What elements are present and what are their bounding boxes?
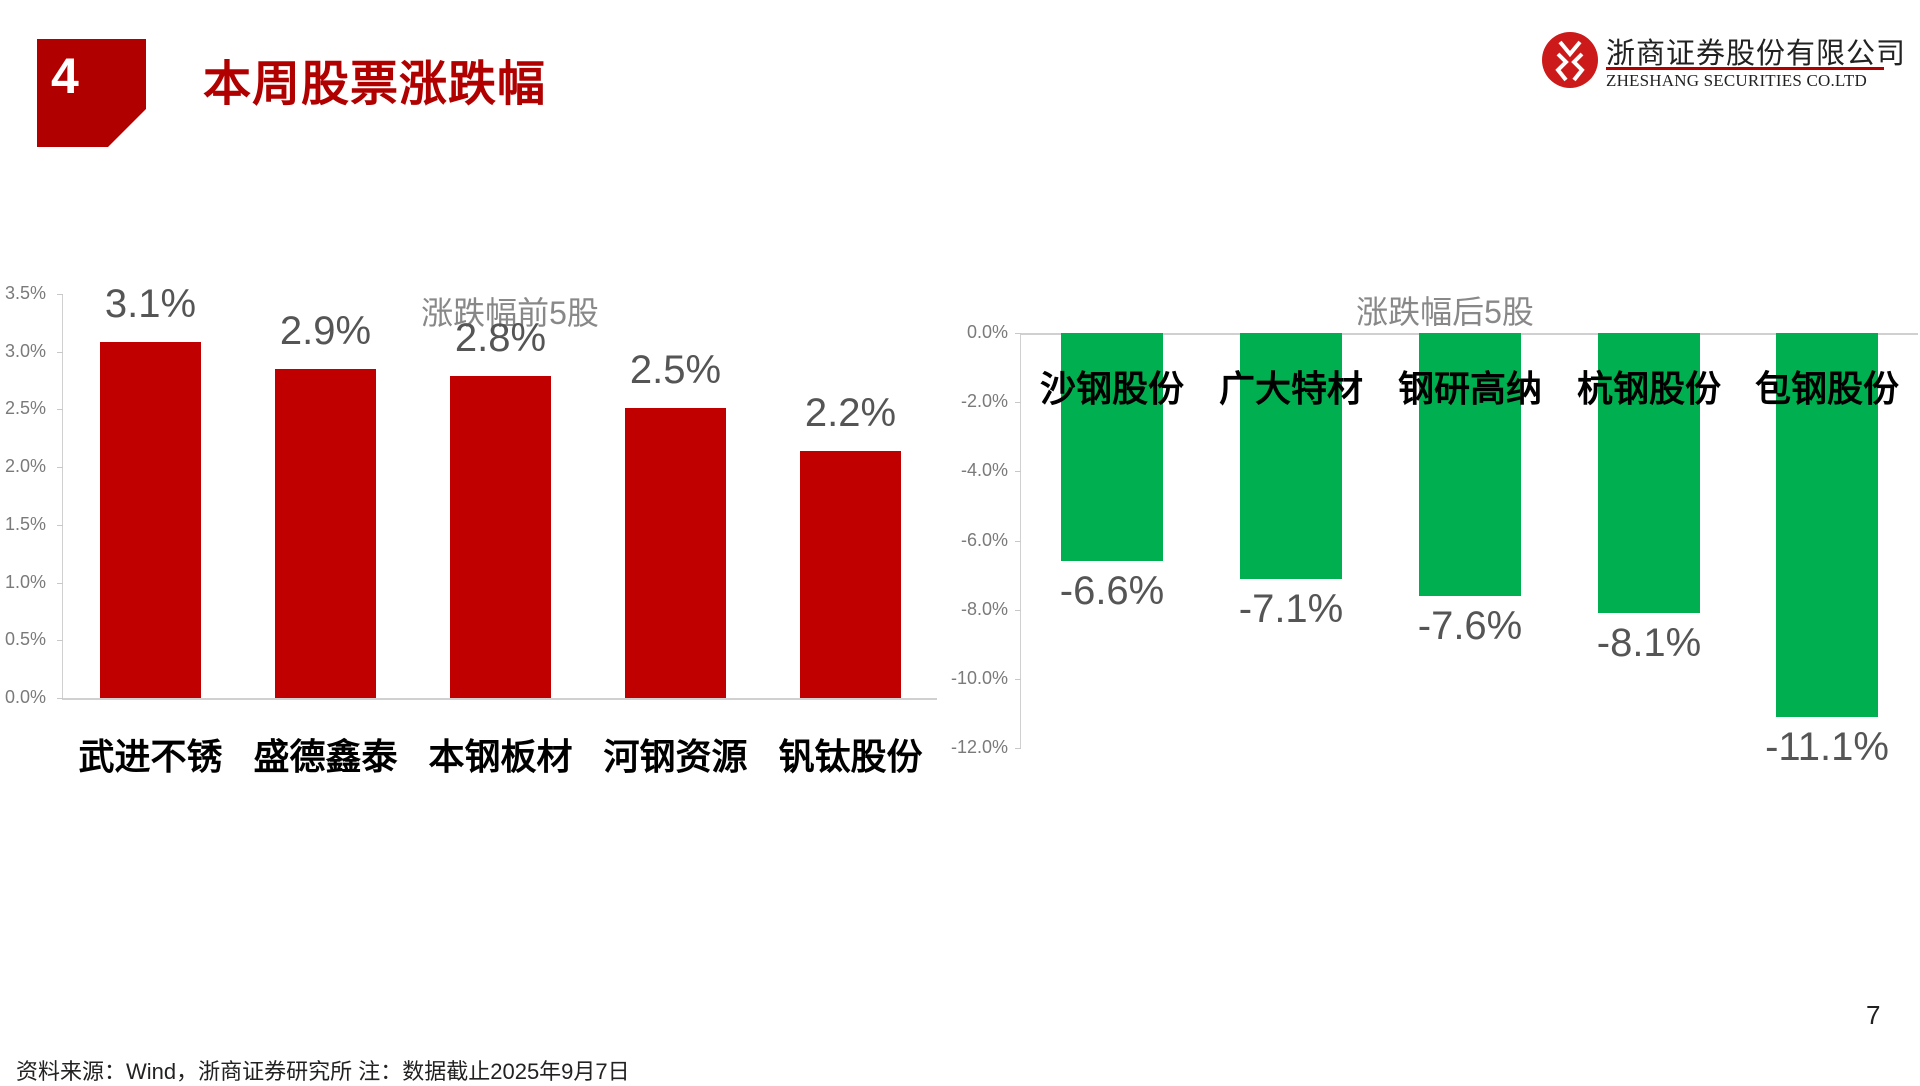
bar-gain <box>450 375 551 698</box>
category-label: 广大特材 <box>1218 368 1363 410</box>
section-badge: 4 <box>37 39 146 147</box>
logo-divider <box>1606 67 1884 70</box>
data-label: -7.1% <box>1238 586 1344 631</box>
bar-gain <box>275 369 376 698</box>
y-tick-label: 0.0% <box>4 687 46 707</box>
y-tick <box>1015 333 1021 334</box>
data-label: 2.5% <box>629 348 722 393</box>
logo-name-cn: 浙商证券股份有限公司 <box>1606 36 1907 70</box>
section-badge-shape <box>37 39 146 147</box>
y-tick <box>57 467 63 469</box>
y-tick <box>1015 402 1021 404</box>
top5-chart: 涨跌幅前5股 3.5% 3.0% 2.5% 2.0% 1.5% 1.0% 0.5% 0.0% … <box>0 0 960 800</box>
y-tick-label: 3.0% <box>4 340 46 361</box>
y-tick <box>57 640 63 642</box>
y-tick <box>57 582 63 584</box>
data-label: 2.9% <box>279 309 372 354</box>
y-tick <box>57 698 63 699</box>
page-title: 本周股票涨跌幅 <box>203 58 547 111</box>
bar-loss <box>1240 333 1342 579</box>
category-label: 杭钢股份 <box>1576 368 1721 410</box>
data-label: 2.8% <box>454 315 547 360</box>
page-number: 7 <box>1866 1000 1881 1030</box>
section-number: 4 <box>51 48 79 104</box>
data-label: -11.1% <box>1765 724 1889 769</box>
y-tick <box>1015 471 1021 473</box>
y-tick-label: 0.0% <box>966 322 1008 342</box>
bar-loss <box>1776 333 1878 717</box>
bar-loss <box>1598 333 1700 614</box>
source-note: 资料来源：Wind，浙商证券研究所 注：数据截止2025年9月7日 <box>16 1059 630 1084</box>
y-axis <box>62 294 63 698</box>
category-label: 沙钢股份 <box>1039 368 1184 410</box>
data-label: -6.6% <box>1059 569 1165 614</box>
category-label: 盛德鑫泰 <box>253 736 398 778</box>
data-label: -7.6% <box>1417 603 1523 648</box>
category-label: 包钢股份 <box>1754 368 1899 410</box>
y-tick-label: 1.0% <box>4 571 46 592</box>
bar-gain <box>100 342 201 698</box>
y-tick-label: 2.5% <box>4 398 46 419</box>
category-label: 钒钛股份 <box>778 736 923 778</box>
zheshang-logo-icon <box>1542 32 1598 88</box>
y-tick-label: -10.0% <box>950 667 1008 688</box>
category-label: 河钢资源 <box>603 736 748 778</box>
y-tick <box>57 524 63 526</box>
y-tick <box>1015 748 1021 749</box>
y-tick-label: -4.0% <box>960 460 1008 481</box>
bar-gain <box>625 408 726 698</box>
data-label: 2.2% <box>804 390 897 435</box>
y-tick <box>1015 540 1021 542</box>
y-tick <box>1015 609 1021 611</box>
y-tick-label: 3.5% <box>4 283 46 303</box>
y-tick <box>57 409 63 411</box>
y-tick-label: -6.0% <box>960 529 1008 550</box>
y-tick-label: -2.0% <box>960 391 1008 412</box>
y-tick <box>1015 678 1021 680</box>
y-tick <box>57 294 63 295</box>
chart-title: 涨跌幅前5股 <box>421 295 599 331</box>
bar-loss <box>1419 333 1521 596</box>
bar-gain <box>800 450 901 698</box>
y-tick-label: 2.0% <box>4 456 46 477</box>
category-label: 本钢板材 <box>428 736 573 778</box>
x-axis <box>62 698 937 700</box>
company-logo: 浙商证券股份有限公司 ZHESHANG SECURITIES CO.LTD <box>1540 30 1910 92</box>
bar-loss <box>1061 333 1163 562</box>
logo-name-en: ZHESHANG SECURITIES CO.LTD <box>1606 71 1867 90</box>
bottom5-chart: 涨跌幅后5股 0.0% -2.0% -4.0% -6.0% -8.0% -10.0% -12… <box>950 294 1918 769</box>
y-tick-label: 1.5% <box>4 513 46 534</box>
category-label: 武进不锈 <box>78 736 223 778</box>
data-label: -8.1% <box>1596 621 1702 666</box>
category-label: 钢研高纳 <box>1397 368 1542 410</box>
data-label: 3.1% <box>104 282 197 327</box>
y-tick-label: -12.0% <box>950 737 1008 757</box>
y-tick <box>57 351 63 353</box>
chart-title: 涨跌幅后5股 <box>1356 294 1534 330</box>
y-tick-label: 0.5% <box>4 629 46 650</box>
y-tick-label: -8.0% <box>960 598 1008 619</box>
